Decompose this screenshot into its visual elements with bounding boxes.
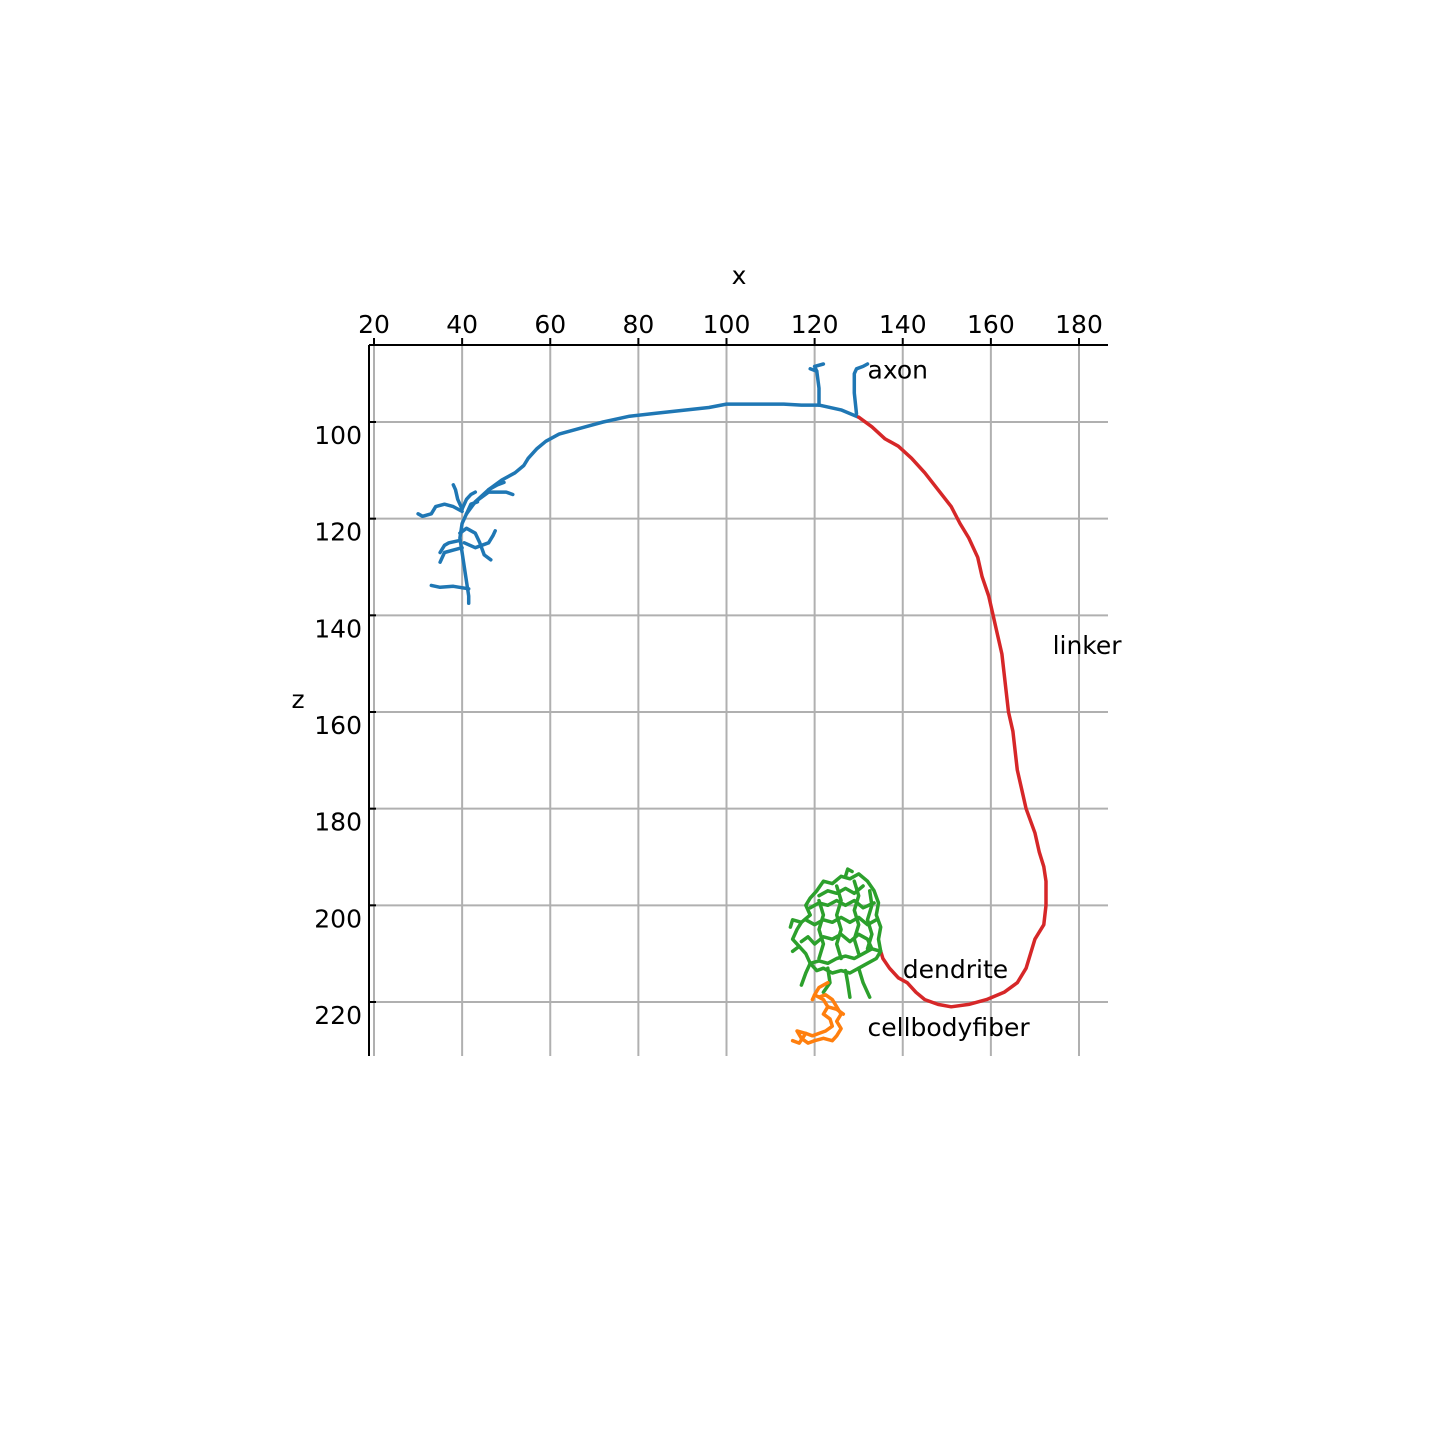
dendrite-branch (788, 918, 804, 929)
dendrite-branch (808, 947, 883, 966)
dendrite-branch (790, 872, 883, 975)
dendrite-branch (834, 884, 843, 961)
cellbodyfiber-branch (826, 1005, 846, 1016)
cellbodyfiber-segment (790, 980, 846, 1045)
segment-labels: axon linker dendrite cellbodyfiber (868, 356, 1123, 1042)
z-tick-label-120: 120 (314, 518, 362, 547)
neuron-skeleton (416, 362, 1048, 1045)
axon-branch (451, 483, 464, 511)
axes (368, 344, 1108, 1056)
x-tick-label-180: 180 (1055, 310, 1103, 339)
z-tick-label-200: 200 (314, 904, 362, 933)
z-tick-label-140: 140 (314, 614, 362, 643)
x-tick-label-160: 160 (967, 310, 1015, 339)
cellbodyfiber-branch (790, 1031, 808, 1045)
axon-branch (473, 490, 515, 504)
z-tick-label-160: 160 (314, 711, 362, 740)
dendrite-branch (790, 944, 801, 954)
x-tick-label-80: 80 (622, 310, 654, 339)
axon-branch (852, 362, 870, 416)
z-tick-label-180: 180 (314, 808, 362, 837)
dendrite-branch (817, 898, 826, 961)
dendrite-branch (799, 961, 812, 987)
z-tick-label-220: 220 (314, 1001, 362, 1030)
cellbodyfiber-branch (810, 993, 817, 1002)
grid (369, 345, 1108, 1056)
x-axis-label: x (732, 261, 747, 290)
dendrite-label: dendrite (903, 955, 1008, 984)
dendrite-branch (843, 968, 852, 999)
dendrite-branch (817, 884, 865, 898)
dendrite-segment (788, 867, 883, 999)
dendrite-branch (804, 915, 879, 927)
linker-branch (856, 415, 1048, 1009)
dendrite-branch (843, 867, 854, 879)
dendrite-branch (856, 966, 872, 999)
x-tick-label-140: 140 (879, 310, 927, 339)
x-tick-label-40: 40 (446, 310, 478, 339)
axon-branch (464, 402, 861, 516)
dendrite-branch (821, 966, 832, 995)
x-tick-label-60: 60 (534, 310, 566, 339)
axon-branch (808, 367, 819, 374)
dendrite-branch (865, 889, 874, 951)
x-tick-label-20: 20 (358, 310, 390, 339)
x-tick-label-100: 100 (703, 310, 751, 339)
axon-segment (416, 362, 870, 606)
axon-branch (438, 545, 464, 564)
dendrite-branch (799, 932, 874, 951)
axon-label: axon (868, 356, 929, 385)
cellbodyfiber-label: cellbodyfiber (868, 1013, 1031, 1042)
axon-branch (462, 529, 497, 550)
axon-branch (486, 480, 506, 492)
linker-segment (856, 415, 1048, 1009)
axon-branch (458, 526, 493, 562)
x-tick-label-120: 120 (791, 310, 839, 339)
z-axis-label: z (291, 685, 304, 714)
axon-branch (458, 512, 471, 606)
z-tick-label-100: 100 (314, 421, 362, 450)
axon-branch (429, 583, 471, 591)
ticks: 20 40 60 80 100 120 140 160 180 100 120 140 160 180 20… (314, 310, 1103, 1030)
axon-branch (416, 502, 464, 519)
linker-label: linker (1053, 631, 1123, 660)
axon-branch (438, 538, 462, 555)
dendrite-branch (852, 879, 861, 956)
axon-branch (460, 490, 478, 511)
